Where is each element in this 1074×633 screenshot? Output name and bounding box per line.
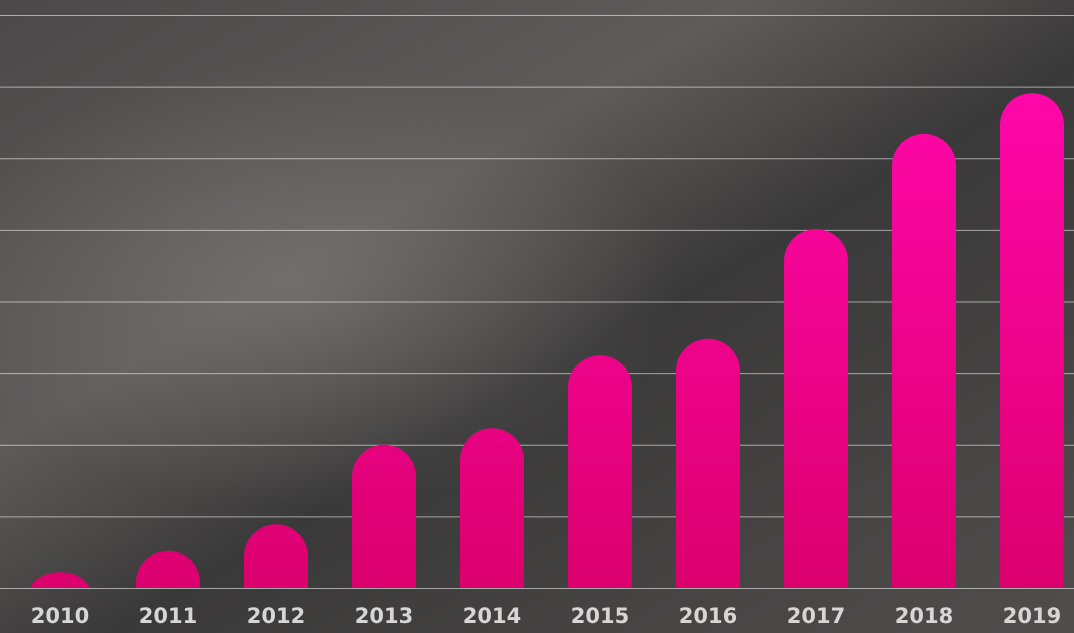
bar [892,134,956,620]
x-tick-label: 2012 [247,604,305,628]
x-tick-label: 2016 [679,604,737,628]
bar [676,339,740,620]
page: 2010 2011 2012 2013 2014 2015 2016 2017 2018 2019… [0,0,1074,633]
x-tick-label: 2011 [139,604,197,628]
x-tick-label: 2017 [787,604,845,628]
x-tick-label: 2010 [31,604,89,628]
x-tick-label: 2015 [571,604,629,628]
x-tick-label: 2013 [355,604,413,628]
x-tick-label: 2018 [895,604,953,628]
bar [1000,93,1064,620]
bar [784,229,848,620]
bar [568,355,632,620]
x-tick-label: 2014 [463,604,521,628]
chart: 2010 2011 2012 2013 2014 2015 2016 2017 2018 2019 [0,0,1074,633]
x-tick-label: 2019 [1003,604,1061,628]
